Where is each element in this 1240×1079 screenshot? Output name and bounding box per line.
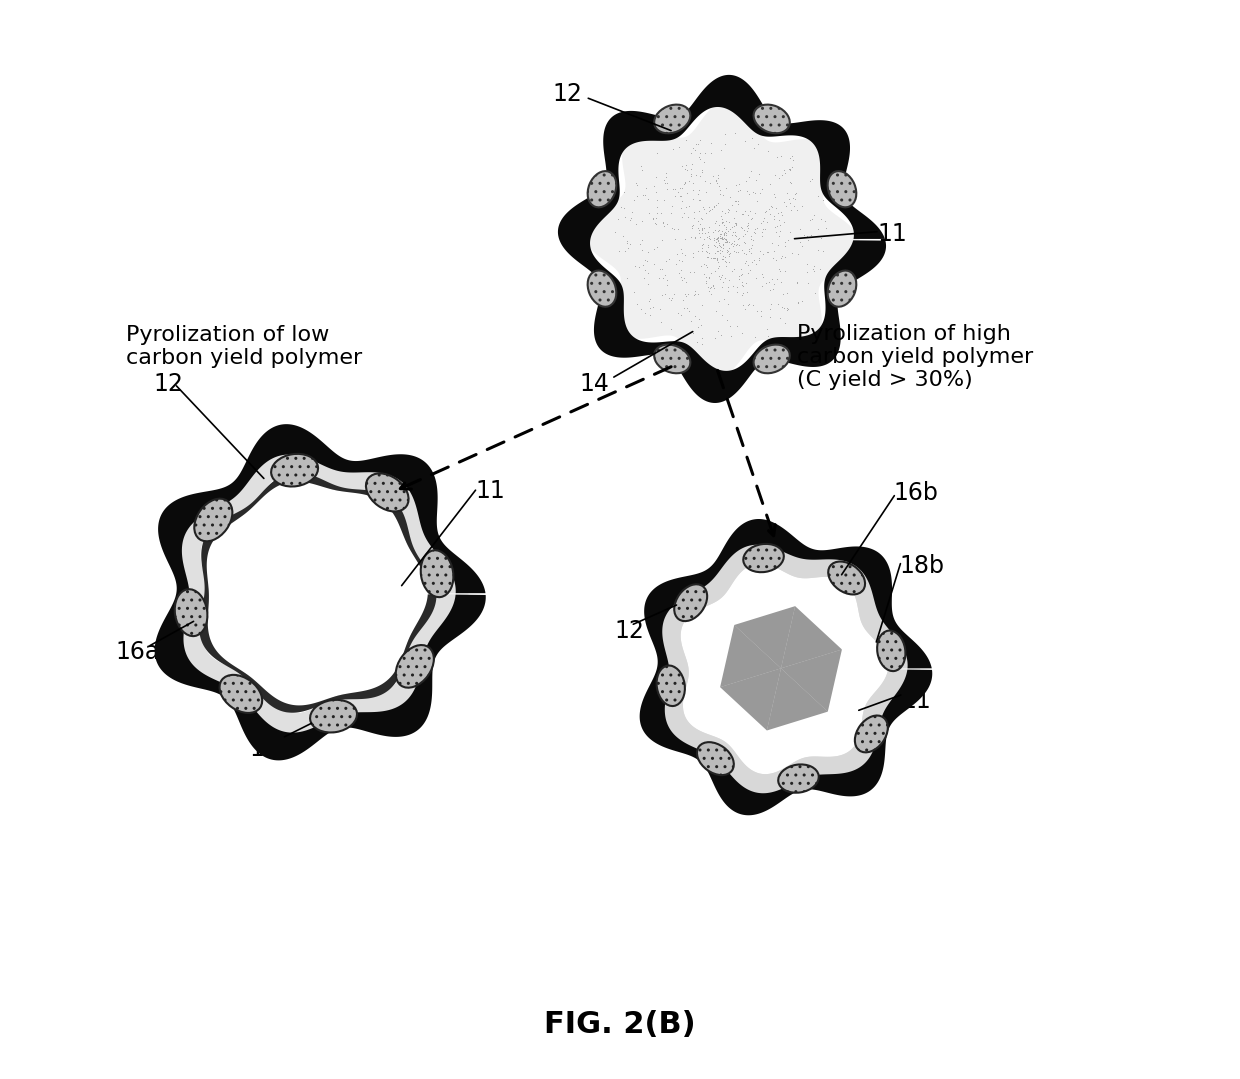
Ellipse shape — [588, 271, 616, 306]
Text: Pyrolization of high
carbon yield polymer
(C yield > 30%): Pyrolization of high carbon yield polyme… — [797, 324, 1033, 391]
Ellipse shape — [396, 645, 434, 687]
Polygon shape — [176, 447, 463, 738]
Ellipse shape — [754, 344, 790, 373]
Ellipse shape — [175, 589, 207, 637]
Text: Pyrolization of low
carbon yield polymer: Pyrolization of low carbon yield polymer — [126, 325, 362, 368]
Polygon shape — [781, 650, 842, 712]
Ellipse shape — [655, 105, 691, 134]
Ellipse shape — [743, 544, 784, 572]
Ellipse shape — [827, 271, 857, 306]
Polygon shape — [720, 668, 781, 730]
Ellipse shape — [697, 742, 734, 775]
Text: 12: 12 — [615, 618, 645, 643]
Text: 18a: 18a — [249, 737, 294, 761]
Polygon shape — [155, 424, 486, 761]
Ellipse shape — [310, 700, 357, 733]
Polygon shape — [650, 531, 920, 804]
Ellipse shape — [655, 344, 691, 373]
Ellipse shape — [828, 561, 866, 595]
Text: 18b: 18b — [899, 555, 944, 578]
Text: 12: 12 — [153, 372, 184, 396]
Ellipse shape — [195, 498, 232, 542]
Polygon shape — [584, 100, 861, 378]
Text: 12: 12 — [553, 82, 583, 106]
Polygon shape — [558, 74, 887, 402]
Text: 14: 14 — [579, 372, 609, 396]
Text: 11: 11 — [901, 688, 931, 712]
Polygon shape — [766, 668, 828, 730]
Text: 16b: 16b — [894, 481, 939, 505]
Polygon shape — [170, 441, 469, 743]
Ellipse shape — [675, 584, 707, 622]
Ellipse shape — [779, 764, 818, 793]
Text: 11: 11 — [878, 221, 908, 246]
Ellipse shape — [588, 172, 616, 207]
Polygon shape — [668, 549, 901, 786]
Text: 16a: 16a — [115, 640, 160, 665]
Ellipse shape — [272, 454, 317, 487]
Polygon shape — [170, 441, 469, 743]
Polygon shape — [734, 606, 795, 668]
Polygon shape — [720, 625, 781, 687]
Polygon shape — [650, 531, 920, 804]
Ellipse shape — [420, 550, 454, 597]
Polygon shape — [584, 100, 861, 378]
Ellipse shape — [366, 474, 409, 511]
Ellipse shape — [657, 666, 684, 706]
Text: FIG. 2(B): FIG. 2(B) — [544, 1010, 696, 1039]
Ellipse shape — [754, 105, 790, 134]
Polygon shape — [781, 606, 842, 668]
Polygon shape — [640, 519, 932, 816]
Ellipse shape — [219, 674, 262, 713]
Polygon shape — [200, 473, 436, 713]
Text: 11: 11 — [475, 479, 505, 503]
Ellipse shape — [827, 172, 857, 207]
Ellipse shape — [877, 630, 905, 671]
Ellipse shape — [854, 715, 888, 752]
